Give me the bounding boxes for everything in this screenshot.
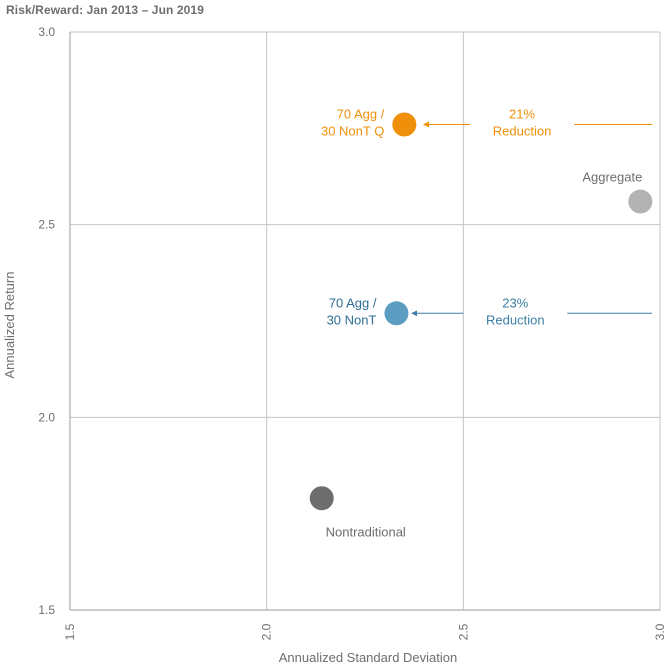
x-tick-label-1: 2.0 — [260, 623, 274, 640]
reduction-label-0-1: Reduction — [493, 123, 552, 138]
point-label-3-0: Nontraditional — [326, 524, 406, 539]
reduction-label-1-0: 23% — [502, 295, 528, 310]
point-label-2-0: 70 Agg / — [329, 295, 377, 310]
reduction-label-1-1: Reduction — [486, 312, 545, 327]
x-tick-label-2: 2.5 — [456, 623, 470, 640]
y-tick-label-0: 1.5 — [38, 603, 55, 617]
y-tick-label-3: 3.0 — [38, 25, 55, 39]
y-tick-label-1: 2.0 — [38, 410, 55, 424]
point-label-1-0: Aggregate — [582, 170, 642, 185]
y-axis-label: Annualized Return — [2, 272, 17, 379]
x-axis-label: Annualized Standard Deviation — [279, 650, 458, 665]
reduction-label-0-0: 21% — [509, 106, 535, 121]
point-label-0-0: 70 Agg / — [337, 106, 385, 121]
point-70-agg-30-nont-q — [392, 112, 417, 137]
point-label-2-1: 30 NonT — [327, 312, 377, 327]
point-nontraditional — [309, 486, 334, 511]
point-label-0-1: 30 NonT Q — [321, 123, 384, 138]
point-70-agg-30-nont — [384, 301, 409, 326]
point-aggregate — [628, 189, 653, 214]
x-tick-label-3: 3.0 — [653, 623, 667, 640]
y-tick-label-2: 2.5 — [38, 218, 55, 232]
x-tick-label-0: 1.5 — [63, 623, 77, 640]
chart-title: Risk/Reward: Jan 2013 – Jun 2019 — [6, 3, 204, 17]
